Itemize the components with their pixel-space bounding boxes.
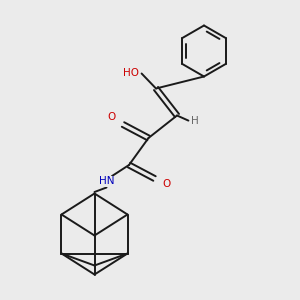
- Text: HO: HO: [122, 68, 139, 79]
- Text: O: O: [162, 178, 171, 189]
- Text: O: O: [107, 112, 116, 122]
- Text: H: H: [191, 116, 199, 127]
- Text: HN: HN: [99, 176, 114, 187]
